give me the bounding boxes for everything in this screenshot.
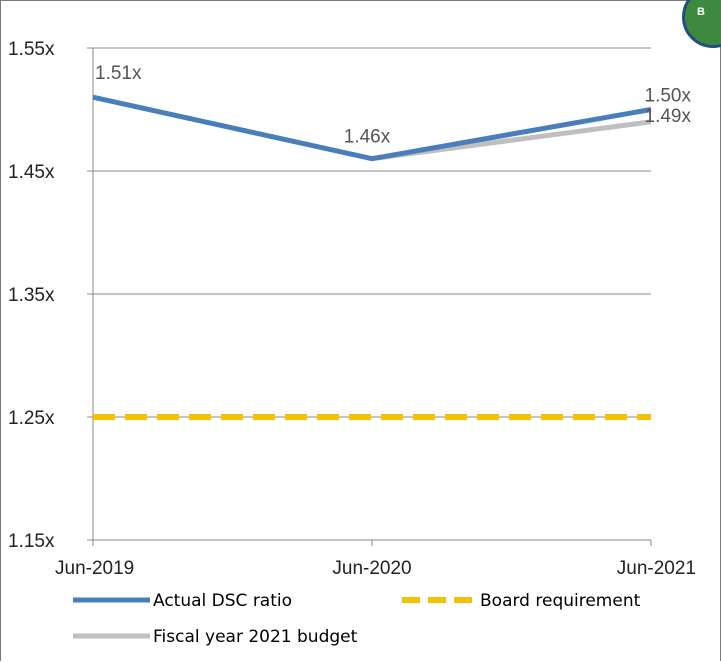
y-tick-label: 1.25x [8,408,55,429]
y-tick-label: 1.55x [8,39,55,60]
badge-text: B [697,6,705,18]
legend-label: Fiscal year 2021 budget [153,627,358,647]
series-lines [92,94,652,420]
axes [87,47,652,546]
data-label: 1.46x [344,127,391,148]
data-label: 1.49x [645,106,692,127]
y-tick-label: 1.35x [8,285,55,306]
data-label: 1.51x [95,63,142,84]
data-label: 1.50x [645,86,692,107]
legend: Actual DSC ratio Board requirement Fiscal … [73,591,641,647]
legend-label: Board requirement [480,591,641,611]
gridlines [93,47,651,418]
x-tick-label: Jun-2021 [617,558,696,579]
legend-label: Actual DSC ratio [153,591,292,611]
x-tick-label: Jun-2019 [55,558,134,579]
y-tick-label: 1.45x [8,162,55,183]
series-line-actual-dsc-ratio [92,94,652,162]
y-tick-label: 1.15x [8,531,55,552]
x-tick-label: Jun-2020 [332,558,411,579]
